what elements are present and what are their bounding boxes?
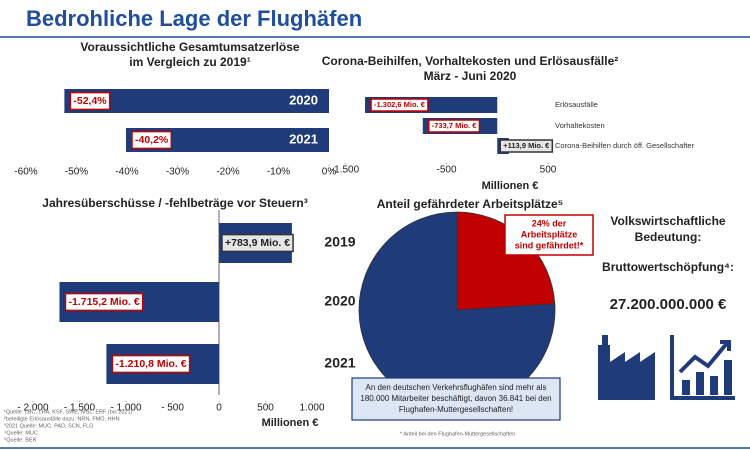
footnote: ³2021 Quelle: MUC, PAD, SCN, FLG: [4, 423, 93, 429]
x-tick-label: - 1.500: [64, 403, 96, 414]
footnote: ¹Quelle: LBC, LHA, KSF, SWE, MSL, ERF (b…: [4, 409, 133, 415]
chart-title: Corona-Beihilfen, Vorhaltekosten und Erl…: [322, 54, 619, 68]
value-label: -1.715,2 Mio. €: [64, 292, 144, 312]
value-label-text: +113,9 Mio. €: [503, 141, 550, 150]
x-axis-label: Millionen €: [482, 180, 539, 192]
footnote: ⁴Quelle: MUC: [4, 429, 38, 436]
value-label-text: -733,7 Mio. €: [432, 121, 477, 130]
footnote: ²beteiligte Erlösausfälle dazu: NRN, FMO…: [4, 416, 120, 422]
value-label: -1.302,6 Mio. €: [370, 98, 429, 112]
value-label-box: [499, 139, 554, 153]
economy-heading: Volkswirtschaftliche: [610, 214, 725, 228]
note-box: [351, 377, 561, 421]
chart-title: im Vergleich zu 2019¹: [129, 55, 250, 69]
x-tick-label: 0: [216, 403, 222, 414]
x-tick-label: - 1.000: [110, 403, 142, 414]
x-tick-label: 0%: [322, 167, 337, 178]
category-label: Vorhaltekosten: [555, 121, 605, 130]
x-tick-label: -40%: [115, 167, 138, 178]
note: Flughafen-Muttergesellschaften!: [399, 405, 513, 414]
economy-label: Bruttowertschöpfung⁴:: [602, 260, 734, 274]
value-label-text: +783,9 Mio. €: [225, 237, 290, 249]
category-label: 2019: [324, 234, 355, 250]
value-label-box: [131, 130, 173, 150]
x-tick-label: -20%: [216, 167, 239, 178]
note: 180.000 Mitarbeiter beschäftigt, davon 3…: [360, 394, 551, 403]
category-label: 2021: [289, 131, 318, 146]
note: An den deutschen Verkehrsflughäfen sind …: [365, 383, 546, 392]
growth-bars: [682, 360, 732, 395]
value-label-box: [221, 233, 294, 253]
value-label-text: -1.302,6 Mio. €: [374, 100, 426, 109]
category-label: Erlösausfälle: [555, 100, 598, 109]
value-label: -1.210,8 Mio. €: [111, 354, 191, 374]
value-label-box: [111, 354, 191, 374]
value-label: -52,4%: [69, 91, 111, 111]
annotation: 24% der: [532, 218, 567, 228]
chart-title: Anteil gefährdeter Arbeitsplätze⁵: [377, 197, 564, 211]
annotation: Arbeitsplätze: [521, 229, 578, 239]
x-tick-label: -500: [436, 165, 456, 176]
x-axis-label: Millionen €: [262, 417, 319, 429]
x-tick-label: -30%: [166, 167, 189, 178]
value-label: +113,9 Mio. €: [499, 139, 554, 153]
growth-icon: [670, 335, 735, 400]
category-label: 2020: [289, 92, 318, 107]
chart-title: Jahresüberschüsse / -fehlbeträge vor Ste…: [42, 196, 307, 210]
value-label-box: [69, 91, 111, 111]
value-label: -40,2%: [131, 130, 173, 150]
x-tick-label: 1.000: [299, 403, 324, 414]
value-label: -733,7 Mio. €: [428, 119, 481, 133]
value-label: +783,9 Mio. €: [221, 233, 294, 253]
annotation-box: [504, 214, 594, 256]
x-tick-label: 500: [257, 403, 274, 414]
x-tick-label: 500: [540, 165, 557, 176]
value-label-text: -40,2%: [135, 134, 169, 146]
x-tick-label: -1.500: [331, 165, 360, 176]
footnote: ⁵Quelle: BER: [4, 436, 37, 443]
pie-footnote: * Anteil bei den Flughafen-Muttergesells…: [400, 431, 515, 437]
value-label-text: -52,4%: [73, 95, 107, 107]
value-label-box: [428, 119, 481, 133]
category-label: Corona-Beihilfen durch öff. Gesellschaft…: [555, 141, 695, 150]
x-tick-label: - 500: [161, 403, 184, 414]
category-label: 2020: [324, 293, 355, 309]
x-tick-label: - 2.000: [17, 403, 49, 414]
category-label: 2021: [324, 355, 355, 371]
x-tick-label: -10%: [267, 167, 290, 178]
value-label-text: -1.715,2 Mio. €: [68, 296, 139, 308]
value-label-box: [64, 292, 144, 312]
economy-heading: Bedeutung:: [635, 230, 702, 244]
x-tick-label: -50%: [65, 167, 88, 178]
chart-title: März - Juni 2020: [424, 69, 517, 83]
value-label-box: [370, 98, 429, 112]
chart-title: Voraussichtliche Gesamtumsatzerlöse: [80, 40, 300, 54]
slide-title: Bedrohliche Lage der Flughäfen: [26, 6, 362, 31]
economy-value: 27.200.000.000 €: [610, 296, 727, 313]
factory-icon: [598, 335, 655, 400]
value-label-text: -1.210,8 Mio. €: [115, 358, 186, 370]
x-tick-label: -60%: [14, 167, 37, 178]
annotation: sind gefährdet!*: [515, 240, 584, 250]
